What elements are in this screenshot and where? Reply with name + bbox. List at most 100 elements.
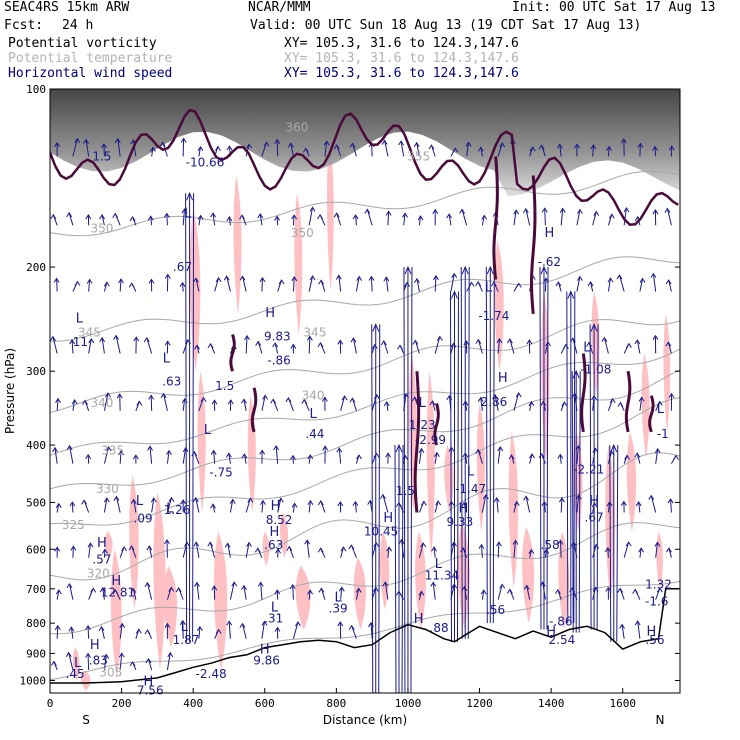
wind-vector (543, 501, 546, 513)
wind-column-vector (410, 267, 413, 693)
wind-vector-head (452, 147, 459, 153)
wind-vector (592, 211, 597, 226)
wind-vector-head (632, 588, 639, 594)
wind-vector-head (274, 215, 280, 221)
wind-vector (387, 547, 390, 558)
wind-vector (52, 336, 58, 354)
wind-vector-head (386, 546, 393, 552)
wind-vector-head (193, 541, 200, 547)
wind-vector (340, 546, 344, 558)
terrain-profile (50, 588, 680, 684)
wind-vector (497, 338, 501, 354)
wind-vector (56, 398, 59, 411)
wind-vector-head (496, 337, 503, 344)
wind-vector-head (654, 541, 661, 547)
wind-vector-head (335, 274, 342, 280)
extremum-value-label: 11 (73, 335, 88, 349)
wind-vector (277, 498, 282, 513)
wind-vector-head (99, 336, 106, 343)
extremum-value-label: 9.83 (264, 329, 291, 343)
wind-vector-head (254, 547, 261, 553)
wind-vector (182, 447, 187, 464)
wind-vector (418, 542, 424, 558)
extremum-value-label: 1.5 (396, 484, 415, 498)
extremum-marker: H (271, 499, 281, 514)
extremum-marker: H (589, 494, 599, 509)
pv-contour-segment (433, 402, 440, 446)
wind-vector-head (260, 499, 266, 505)
extremum-value-label: .31 (264, 611, 283, 625)
wind-vector (306, 540, 310, 558)
wind-shade-blob (476, 403, 485, 532)
wind-vector-head (515, 282, 522, 288)
wind-vector (198, 626, 201, 639)
wind-vector-head (100, 143, 107, 149)
wind-vector-head (50, 335, 56, 341)
extremum-value-label: -.86 (549, 615, 572, 629)
wind-vector-head (348, 624, 355, 631)
wind-vector-head (526, 339, 533, 345)
wind-vector (275, 445, 279, 464)
wind-vector-head (463, 340, 470, 346)
wind-vector (650, 495, 657, 513)
wind-vector-head (98, 625, 105, 632)
wind-vector-head (69, 501, 76, 507)
theta-label: 305 (99, 666, 122, 680)
wind-vector-head (83, 138, 89, 144)
field-label-theta: Potential temperature (8, 51, 173, 66)
wind-vector (513, 501, 518, 513)
wind-vector (150, 216, 153, 226)
wind-vector-head (577, 208, 583, 214)
wind-vector-head (562, 343, 569, 349)
wind-vector (638, 501, 641, 513)
wind-vector-head (150, 497, 157, 503)
wind-vector-head (168, 586, 175, 592)
wind-vector-head (82, 399, 88, 405)
wind-vector-head (103, 281, 110, 287)
wind-vector-head (200, 396, 207, 402)
extremum-value-label: 9.33 (446, 515, 473, 529)
wind-vector (72, 138, 78, 157)
wind-vector-head (118, 450, 124, 456)
wind-vector (529, 453, 533, 464)
wind-vector-head (50, 660, 57, 666)
wind-vector-head (540, 400, 547, 406)
extremum-value-label: 1.87 (173, 633, 200, 647)
wind-vector-head (431, 546, 437, 552)
wind-vector-head (593, 210, 600, 216)
wind-column-head (590, 323, 598, 332)
extremum-marker: L (309, 407, 317, 422)
wind-vector (494, 394, 499, 411)
wind-vector-head (411, 396, 418, 402)
wind-vector (292, 503, 296, 513)
wind-vector-head (309, 206, 316, 212)
wind-vector-head (257, 213, 264, 219)
wind-vector (101, 214, 105, 226)
wind-vector-head (239, 275, 246, 281)
wind-vector-head (368, 275, 375, 281)
wind-vector-head (274, 589, 281, 595)
wind-vector (226, 276, 231, 292)
pv-contour-segment (229, 333, 236, 372)
theta-contour-line (50, 452, 680, 581)
theta-label: 345 (78, 325, 101, 339)
wind-vector-head (69, 339, 76, 345)
wind-vector (544, 208, 546, 226)
wind-vector (308, 207, 314, 226)
extremum-marker: H (646, 625, 656, 640)
wind-vector (119, 653, 123, 671)
wind-column-vector (485, 267, 488, 624)
wind-vector-head (616, 274, 623, 280)
extremum-value-label: 1.32 (645, 577, 672, 591)
wind-vector (68, 652, 74, 671)
extremum-marker: L (76, 311, 84, 326)
wind-vector-head (277, 497, 284, 503)
extremum-value-label: 2.86 (481, 395, 508, 409)
extremum-marker: L (271, 601, 279, 616)
wind-vector-head (263, 141, 270, 147)
wind-vector-head (624, 454, 630, 460)
wind-vector-head (433, 274, 439, 281)
wind-vector-head (318, 587, 325, 593)
wind-vector-head (349, 142, 356, 148)
wind-vector-head (307, 589, 314, 595)
